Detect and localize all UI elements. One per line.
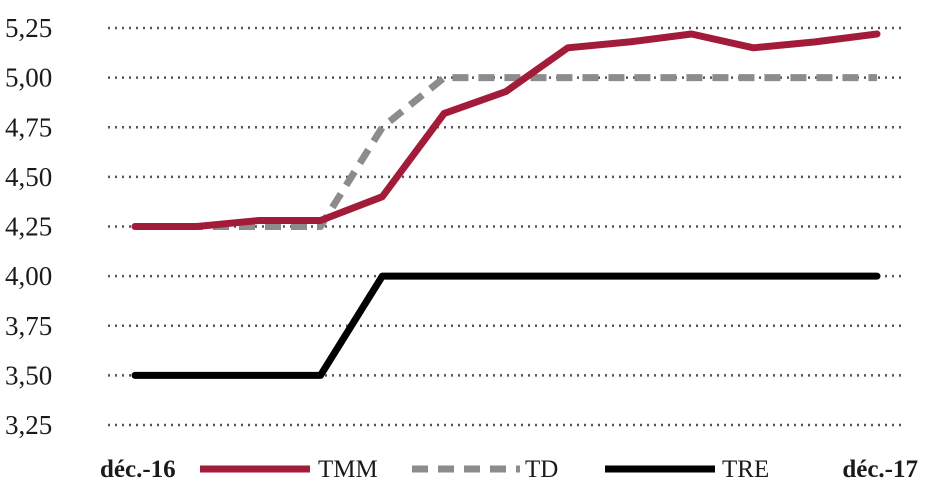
legend-item-tre: TRE bbox=[605, 456, 769, 483]
x-tick-label-start: déc.-16 bbox=[100, 456, 176, 483]
y-axis-ticks: 3,25 3,50 3,75 4,00 4,25 4,50 4,75 5,00 5,25 bbox=[5, 13, 52, 440]
y-tick-label: 4,50 bbox=[5, 162, 52, 192]
legend-label-tmm: TMM bbox=[318, 456, 378, 483]
y-tick-label: 5,25 bbox=[5, 13, 52, 43]
x-axis-labels: déc.-16 déc.-17 bbox=[100, 456, 918, 483]
y-tick-label: 3,75 bbox=[5, 311, 52, 341]
y-tick-label: 4,00 bbox=[5, 261, 52, 291]
series-line-td bbox=[135, 74, 877, 230]
legend-item-tmm: TMM bbox=[200, 456, 378, 483]
legend-label-tre: TRE bbox=[722, 456, 769, 483]
legend: TMM TD TRE bbox=[200, 456, 769, 483]
y-tick-label: 4,25 bbox=[5, 212, 52, 242]
series-line-tre bbox=[131, 272, 881, 379]
series-line-tmm bbox=[131, 30, 881, 230]
x-tick-label-end: déc.-17 bbox=[842, 456, 918, 483]
y-tick-label: 3,50 bbox=[5, 360, 52, 390]
y-tick-label: 4,75 bbox=[5, 112, 52, 142]
y-tick-label: 3,25 bbox=[5, 410, 52, 440]
legend-item-td: TD bbox=[412, 456, 558, 483]
chart-series bbox=[131, 30, 881, 379]
legend-label-td: TD bbox=[525, 456, 558, 483]
y-tick-label: 5,00 bbox=[5, 63, 52, 93]
